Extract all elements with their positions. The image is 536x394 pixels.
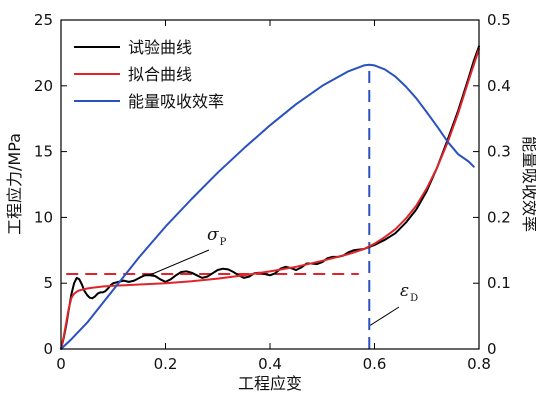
x-tick-label: 0 (56, 355, 66, 373)
y-left-tick-label: 25 (34, 11, 53, 29)
series-line-fit (60, 48, 480, 350)
series-line-efficiency (60, 63, 475, 350)
legend-label-fit: 拟合曲线 (128, 65, 192, 84)
legend-label-test: 试验曲线 (128, 38, 192, 57)
legend: 试验曲线 拟合曲线 能量吸收效率 (74, 38, 224, 111)
y-left-tick-label: 10 (34, 208, 53, 226)
annotation-epsilon-symbol: ε (400, 281, 409, 301)
y-right-tick-label: 0.5 (487, 11, 511, 29)
y-right-tick-label: 0 (487, 340, 497, 358)
legend-label-efficiency: 能量吸收效率 (128, 92, 224, 111)
y-left-tick-label: 0 (43, 340, 53, 358)
annotation-sigma-subscript: P (220, 237, 227, 248)
y-left-tick-label: 15 (34, 143, 53, 161)
x-axis-title: 工程应变 (238, 374, 302, 393)
annotation-epsilon-d: εD (400, 281, 418, 304)
annotation-epsilon-subscript: D (410, 293, 418, 304)
y-right-axis-title: 能量吸收效率 (520, 136, 536, 232)
y-left-tick-label: 5 (43, 274, 53, 292)
annotation-epsilon-pointer (370, 306, 400, 326)
annotation-sigma-pointer (149, 249, 210, 276)
y-right-tick-label: 0.3 (487, 143, 511, 161)
y-right-tick-label: 0.2 (487, 208, 511, 226)
x-tick-label: 0.8 (467, 355, 491, 373)
plot-layer (60, 45, 480, 350)
x-tick-label: 0.6 (363, 355, 387, 373)
y-left-tick-label: 20 (34, 77, 53, 95)
x-tick-label: 0.2 (154, 355, 178, 373)
y-right-tick-label: 0.4 (487, 77, 511, 95)
annotation-sigma-symbol: σ (207, 225, 219, 245)
x-tick-label: 0.4 (258, 355, 282, 373)
annotation-sigma-p: σP (207, 225, 227, 248)
y-left-axis-title: 工程应力/MPa (5, 133, 24, 235)
y-right-tick-label: 0.1 (487, 274, 511, 292)
